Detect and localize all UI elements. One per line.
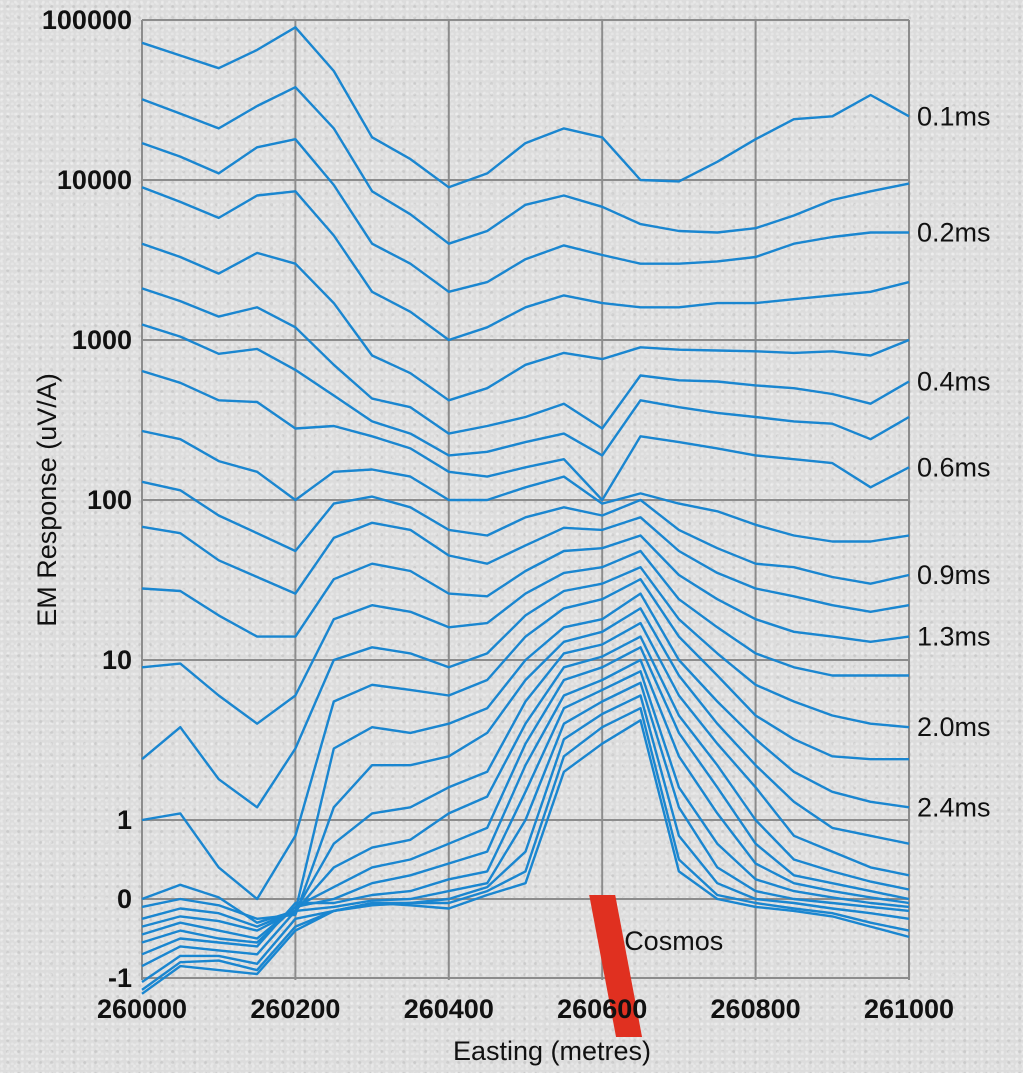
- series-line: [141, 534, 910, 643]
- y-tick-label: 1: [117, 805, 132, 835]
- grid-lines: [141, 19, 910, 980]
- series-line: [141, 26, 910, 189]
- series-line: [141, 186, 910, 342]
- series-line: [141, 646, 910, 940]
- x-tick-label: 260400: [404, 994, 494, 1024]
- series-line: [141, 549, 909, 725]
- series-line: [141, 707, 910, 991]
- conductor-marker: Cosmos: [589, 895, 723, 1037]
- y-axis-title: EM Response (uV/A): [32, 373, 62, 627]
- series-line: [141, 592, 910, 924]
- series-line: [141, 578, 909, 901]
- y-tick-label: 100: [87, 485, 132, 515]
- series-line: [141, 694, 910, 983]
- series-labels: 0.1ms 0.2ms 0.4ms 0.6ms 0.9ms 1.3ms 2.0ms 2.4ms: [917, 101, 991, 822]
- y-tick-label: -1: [108, 963, 132, 993]
- series-line: [141, 480, 910, 585]
- series-line: [141, 621, 910, 928]
- series-line: [141, 369, 910, 502]
- y-tick-label: 10000: [57, 165, 132, 195]
- conductor-marker-bar: [589, 895, 643, 1037]
- series-label: 0.6ms: [917, 452, 991, 482]
- series-label: 0.2ms: [917, 217, 991, 247]
- y-tick-label: 10: [102, 645, 132, 675]
- x-tick-label: 260200: [250, 994, 340, 1024]
- series-lines: [141, 26, 910, 995]
- series-label: 0.9ms: [917, 560, 991, 590]
- x-tick-label: 261000: [864, 994, 954, 1024]
- series-line: [141, 323, 910, 457]
- series-line: [141, 242, 910, 402]
- y-tick-label: 100000: [42, 5, 132, 35]
- series-line: [141, 607, 910, 920]
- series-line: [141, 635, 910, 932]
- x-tick-labels: 260000 260200 260400 260600 260800 261000: [97, 994, 954, 1024]
- x-axis-title: Easting (metres): [453, 1036, 651, 1066]
- x-tick-label: 260000: [97, 994, 187, 1024]
- series-label: 2.4ms: [917, 792, 991, 822]
- y-tick-label: 0: [117, 884, 132, 914]
- series-line: [141, 566, 910, 809]
- series-line: [141, 137, 909, 293]
- series-line: [141, 287, 910, 435]
- series-label: 0.4ms: [917, 367, 991, 397]
- x-tick-label: 260600: [557, 994, 647, 1024]
- conductor-marker-label: Cosmos: [624, 926, 723, 956]
- series-label: 0.1ms: [917, 101, 991, 131]
- series-line: [141, 516, 910, 613]
- series-line: [141, 85, 910, 245]
- series-label: 1.3ms: [917, 622, 991, 652]
- x-tick-label: 260800: [711, 994, 801, 1024]
- series-line: [141, 429, 910, 543]
- series-line: [141, 681, 910, 968]
- series-line: [141, 670, 910, 956]
- series-label: 2.0ms: [917, 712, 991, 742]
- series-line: [141, 719, 910, 995]
- y-tick-label: 1000: [72, 325, 132, 355]
